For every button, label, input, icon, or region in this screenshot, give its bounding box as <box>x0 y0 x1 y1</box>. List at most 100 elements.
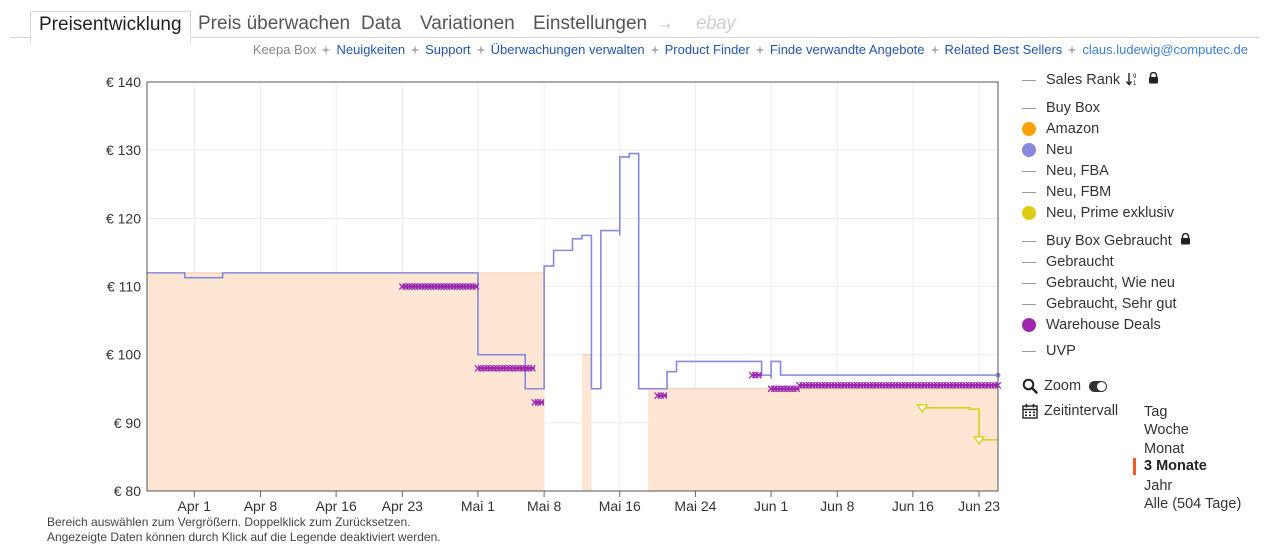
range-alle[interactable]: Alle (504 Tage) <box>1144 496 1242 512</box>
x-tick-label: Jun 16 <box>892 498 934 514</box>
y-tick-label: € 90 <box>114 415 141 431</box>
legend-item-gebraucht-wie-neu[interactable]: Gebraucht, Wie neu <box>1022 275 1175 291</box>
legend-swatch <box>1022 206 1036 220</box>
link-ueberwachungen-verwalten[interactable]: Überwachungen verwalten <box>490 42 645 57</box>
tab-einstellungen[interactable]: Einstellungen <box>533 13 648 34</box>
link-product-finder[interactable]: Product Finder <box>664 42 750 57</box>
legend-label: Buy Box <box>1046 100 1100 116</box>
tab-preisentwicklung[interactable]: Preisentwicklung <box>30 11 191 43</box>
account-email-link[interactable]: claus.ludewig@computec.de <box>1082 42 1248 57</box>
link-finde-verwandte-angebote[interactable]: Finde verwandte Angebote <box>769 42 925 57</box>
separator-icon <box>929 42 940 57</box>
warehouse-deal-markers <box>767 385 801 393</box>
warehouse-deal-marker <box>537 398 545 406</box>
sub-navigation: Keepa Box Neuigkeiten Support Überwachungen… <box>253 42 1248 57</box>
range-3-monate[interactable]: 3 Monate <box>1144 458 1207 474</box>
tab-variationen[interactable]: Variationen <box>420 13 515 34</box>
range-tag[interactable]: Tag <box>1144 404 1168 420</box>
warehouse-deal-markers <box>748 371 763 379</box>
warehouse-deal-markers <box>654 392 668 400</box>
price-history-chart[interactable]: € 80 € 90 € 100 € 110 € 120 € 130 € 140 Apr 1 Ap… <box>0 0 1010 520</box>
y-tick-label: € 100 <box>106 347 141 363</box>
legend-item-gebraucht[interactable]: Gebraucht <box>1022 254 1114 270</box>
warehouse-deal-markers <box>795 381 1002 389</box>
arrow-right-icon: → <box>655 13 674 34</box>
legend-item-buy-box-gebraucht[interactable]: Buy Box Gebraucht <box>1022 232 1191 249</box>
legend-label: UVP <box>1046 343 1076 359</box>
legend-label: Sales Rank <box>1046 72 1121 88</box>
tab-bar-rule <box>10 37 1260 38</box>
link-related-best-sellers[interactable]: Related Best Sellers <box>944 42 1063 57</box>
time-interval-control: Zeitintervall <box>1022 403 1118 419</box>
legend-label: Warehouse Deals <box>1046 317 1161 333</box>
legend-item-neu-fbm[interactable]: Neu, FBM <box>1022 184 1111 200</box>
legend-item-neu[interactable]: Neu <box>1022 142 1073 158</box>
svg-text:9: 9 <box>1133 74 1137 80</box>
warehouse-deal-marker <box>660 392 668 400</box>
warehouse-deal-markers <box>398 283 480 290</box>
search-icon <box>1022 378 1038 394</box>
legend-label: Neu <box>1046 142 1073 158</box>
calendar-icon <box>1022 404 1038 419</box>
legend-swatch <box>1022 282 1036 284</box>
x-tick-label: Jun 8 <box>820 498 854 514</box>
range-monat[interactable]: Monat <box>1144 441 1185 457</box>
separator-icon <box>475 42 486 57</box>
x-tick-label: Mai 1 <box>461 498 495 514</box>
legend-item-sales-rank[interactable]: Sales Rank 9 1 <box>1022 71 1159 88</box>
legend-item-uvp[interactable]: UVP <box>1022 343 1076 359</box>
legend-swatch <box>1022 122 1036 136</box>
legend-swatch <box>1022 107 1036 109</box>
tab-bar: Preisentwicklung Preis überwachen Data V… <box>0 0 1280 43</box>
legend-item-amazon[interactable]: Amazon <box>1022 121 1099 137</box>
warehouse-deal-marker <box>528 364 536 372</box>
x-tick-label: Mai 24 <box>674 498 716 514</box>
zoom-control[interactable]: Zoom <box>1022 378 1108 394</box>
legend-hint: Angezeigte Daten können durch Klick auf … <box>47 530 441 544</box>
legend-item-neu-prime-exklusiv[interactable]: Neu, Prime exklusiv <box>1022 205 1174 221</box>
lock-icon <box>1148 71 1159 88</box>
y-tick-label: € 80 <box>114 483 141 499</box>
legend-swatch <box>1022 170 1036 172</box>
legend-swatch <box>1022 240 1036 242</box>
zoom-toggle[interactable] <box>1089 380 1108 392</box>
legend-label: Neu, FBA <box>1046 163 1109 179</box>
range-jahr[interactable]: Jahr <box>1144 478 1173 494</box>
y-tick-label: € 120 <box>106 210 141 226</box>
separator-icon <box>321 42 332 57</box>
link-support[interactable]: Support <box>425 42 471 57</box>
separator-icon <box>649 42 660 57</box>
prime-price-marker <box>916 404 929 413</box>
tab-preis-ueberwachen[interactable]: Preis überwachen <box>198 13 351 34</box>
legend-item-buy-box[interactable]: Buy Box <box>1022 100 1100 116</box>
y-tick-label: € 130 <box>106 142 141 158</box>
y-tick-label: € 110 <box>107 279 141 295</box>
legend-swatch <box>1022 350 1036 352</box>
selected-range-indicator <box>1133 458 1136 475</box>
x-tick-label: Jun 23 <box>958 498 1000 514</box>
range-woche[interactable]: Woche <box>1144 422 1189 438</box>
link-neuigkeiten[interactable]: Neuigkeiten <box>336 42 406 57</box>
x-tick-label: Apr 8 <box>244 498 278 514</box>
legend-swatch <box>1022 303 1036 305</box>
zoom-hint: Bereich auswählen zum Vergrößern. Doppel… <box>47 515 411 529</box>
x-tick-label: Apr 16 <box>315 498 356 514</box>
x-tick-label: Apr 1 <box>178 498 212 514</box>
legend-swatch <box>1022 143 1036 157</box>
warehouse-deal-markers <box>474 364 536 372</box>
separator-icon <box>1067 42 1078 57</box>
separator-icon <box>754 42 765 57</box>
keepa-box-label: Keepa Box <box>252 42 317 57</box>
tab-data[interactable]: Data <box>361 13 402 34</box>
x-tick-label: Jun 1 <box>754 498 788 514</box>
lock-icon <box>1180 232 1191 249</box>
legend-item-warehouse-deals[interactable]: Warehouse Deals <box>1022 317 1161 333</box>
legend-item-neu-fba[interactable]: Neu, FBA <box>1022 163 1109 179</box>
legend-label: Gebraucht, Wie neu <box>1046 275 1175 291</box>
legend-item-gebraucht-sehr-gut[interactable]: Gebraucht, Sehr gut <box>1022 296 1177 312</box>
x-tick-label: Apr 23 <box>382 498 423 514</box>
plot-border <box>146 81 999 492</box>
legend-label: Buy Box Gebraucht <box>1046 233 1172 249</box>
legend-label: Amazon <box>1046 121 1100 137</box>
